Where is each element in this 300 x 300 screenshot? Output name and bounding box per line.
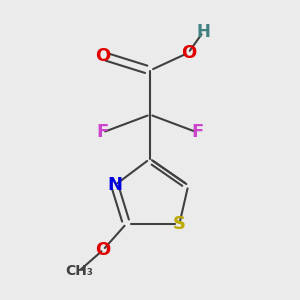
Text: H: H [196,23,210,41]
Text: S: S [173,214,186,232]
Text: O: O [95,47,110,65]
Text: F: F [97,123,109,141]
Text: F: F [191,123,203,141]
Text: N: N [107,176,122,194]
Text: CH₃: CH₃ [65,264,93,278]
Text: O: O [95,241,110,259]
Text: O: O [181,44,196,62]
